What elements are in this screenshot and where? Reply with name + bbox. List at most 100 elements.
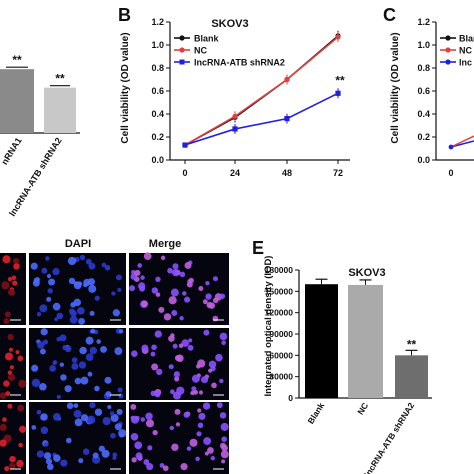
cell-nucleus [73, 409, 82, 418]
cell-nucleus [7, 276, 13, 282]
cell-nucleus [160, 255, 166, 260]
cell-nucleus [186, 281, 193, 288]
panel-e-significance: ** [407, 337, 417, 351]
cell-nucleus [176, 386, 185, 395]
panel-a-significance-1: ** [12, 53, 22, 67]
panel-c-x-tick-0: 0 [448, 168, 453, 178]
cell-nucleus [7, 288, 15, 296]
panel-b-label: B [118, 5, 131, 25]
cell-nucleus [65, 437, 72, 444]
cell-nucleus [203, 329, 210, 336]
panel-c-y-tick-label: 0.0 [417, 155, 430, 165]
cell-nucleus [94, 408, 103, 416]
cell-nucleus [17, 404, 25, 412]
cell-nucleus [49, 364, 56, 372]
cell-nucleus [183, 411, 190, 418]
cell-nucleus [74, 418, 83, 427]
cell-nucleus [130, 433, 139, 441]
panel-c-y-tick-label: 0.6 [417, 86, 430, 96]
panel-e-y-tick-label: 180000 [265, 265, 294, 275]
panel-c-label: C [383, 5, 396, 25]
cell-nucleus [205, 281, 210, 286]
cell-nucleus [220, 422, 229, 431]
cell-nucleus [18, 425, 27, 433]
panel-b-y-tick-label: 0.2 [151, 132, 164, 142]
panel-e-bar-3 [395, 355, 428, 398]
cell-nucleus [119, 433, 124, 438]
panel-c-point-0 [448, 144, 454, 150]
cell-nucleus [7, 403, 13, 409]
panel-b-x-tick-label: 0 [182, 168, 187, 178]
cell-nucleus [68, 277, 76, 285]
cell-nucleus [219, 293, 226, 299]
panel-c-legend-label: lnc [459, 58, 472, 68]
cell-nucleus [130, 415, 139, 424]
cell-nucleus [208, 368, 213, 373]
cell-nucleus [186, 446, 192, 451]
panel-e-y-tick-label: 90000 [269, 329, 293, 339]
panel-c-partial: C Cell viability (OD value) 0.0 0.2 0.4 0.6… [383, 5, 474, 178]
panel-e-y-tick-label: 0 [288, 393, 293, 403]
panel-c-legend-marker [445, 59, 451, 65]
cell-nucleus [56, 312, 64, 320]
cell-nucleus [40, 413, 48, 421]
cell-nucleus [219, 412, 227, 419]
cell-nucleus [60, 374, 67, 381]
cell-nucleus [180, 462, 188, 471]
cell-nucleus [151, 287, 159, 294]
cell-nucleus [191, 374, 200, 383]
cell-nucleus [30, 262, 38, 270]
cell-nucleus [196, 431, 202, 437]
cell-nucleus [110, 413, 119, 423]
panel-b-y-tick-label: 0.4 [151, 109, 164, 119]
cell-nucleus [79, 254, 86, 261]
cell-nucleus [46, 274, 52, 279]
panel-e-bar-2 [348, 284, 383, 398]
cell-nucleus [2, 417, 7, 422]
cell-nucleus [184, 261, 192, 269]
cell-nucleus [42, 339, 49, 345]
cell-nucleus [71, 357, 78, 363]
cell-nucleus [211, 382, 217, 389]
cell-nucleus [114, 347, 123, 355]
cell-nucleus [43, 452, 52, 460]
cell-nucleus [74, 377, 82, 385]
cell-nucleus [152, 429, 158, 436]
panel-c-y-tick-label: 1.2 [417, 17, 430, 27]
cell-nucleus [67, 256, 77, 266]
panel-e-y-tick-label: 60000 [269, 350, 293, 360]
cell-nucleus [16, 459, 24, 468]
panel-d-micrographs: DAPI Merge [0, 238, 229, 474]
panel-e-x-tick-label: lncRNA-ATB shRNA2 [362, 401, 416, 474]
cell-nucleus [170, 389, 175, 395]
cell-nucleus [143, 252, 152, 261]
cell-nucleus [131, 457, 137, 463]
cell-nucleus [7, 370, 13, 375]
panel-b-legend-label: lncRNA-ATB shRNA2 [194, 58, 285, 68]
cell-nucleus [221, 340, 226, 346]
panel-b-significance: ** [335, 73, 345, 87]
cell-nucleus [37, 341, 45, 349]
cell-nucleus [89, 346, 98, 355]
cell-nucleus [202, 402, 211, 410]
panel-b-legend-marker [179, 59, 185, 65]
panel-c-legend-label: NC [459, 46, 472, 56]
cell-nucleus [155, 292, 161, 297]
cell-nucleus [83, 282, 88, 288]
cell-nucleus [117, 387, 123, 393]
cell-nucleus [198, 412, 206, 420]
cell-nucleus [56, 336, 61, 342]
cell-nucleus [189, 438, 198, 447]
cell-nucleus [4, 311, 11, 318]
cell-nucleus [56, 394, 61, 399]
panel-b-point [232, 126, 238, 132]
cell-nucleus [162, 465, 169, 472]
cell-nucleus [89, 402, 96, 409]
cell-nucleus [138, 282, 146, 290]
cell-nucleus [66, 402, 74, 410]
panel-b-x-tick-label: 48 [282, 168, 292, 178]
panel-a-tick-label-1: nRNA1 [0, 136, 24, 167]
cell-nucleus [40, 328, 48, 336]
cell-nucleus [98, 445, 105, 452]
